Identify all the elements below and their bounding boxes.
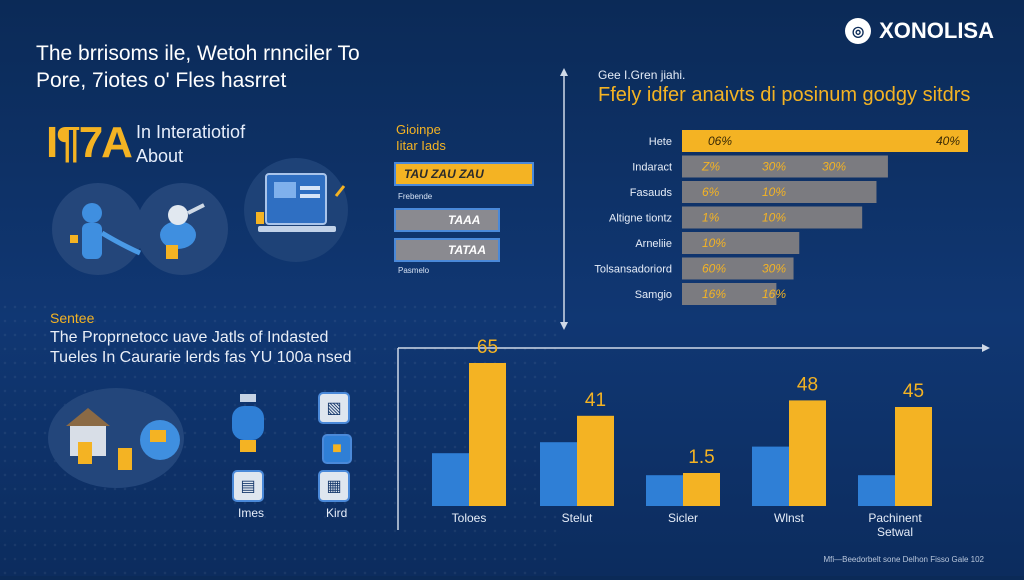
globe-icon: ◎ bbox=[845, 18, 872, 44]
mini-panel-heading-1: Gioinpe bbox=[396, 122, 441, 137]
hbar-category-label: Tolsansadoriord bbox=[594, 264, 672, 276]
vbar-data-label: 48 bbox=[797, 374, 818, 395]
vbar-series-2-bar bbox=[789, 400, 826, 506]
hbar-data-label: 16% bbox=[762, 287, 786, 301]
section-line-1: The Proprnetocc uave Jatls of Indasted bbox=[50, 329, 329, 346]
hbar-data-label: 06% bbox=[708, 134, 732, 148]
vbar-category-label: Wlnst bbox=[774, 511, 805, 525]
mini-panel-heading: Gioinpe Iitar Iads bbox=[396, 122, 446, 154]
lantern-illustration bbox=[228, 392, 268, 458]
vbar-category-label: Pachinent bbox=[868, 511, 922, 525]
folder-card-icon: ■ bbox=[322, 434, 352, 464]
hbar-data-label: 16% bbox=[702, 287, 726, 301]
vbar-series-2-bar bbox=[895, 407, 932, 506]
hbar-data-label: 10% bbox=[762, 211, 786, 225]
image-card-icon: ▤ bbox=[232, 470, 264, 502]
vbar-series-1-bar bbox=[858, 475, 895, 506]
hbar-bar bbox=[682, 181, 877, 203]
hbar-data-label: 60% bbox=[702, 262, 726, 276]
mini-bar-1-text: TAU ZAU ZAU bbox=[404, 167, 484, 181]
hbar-data-label: 30% bbox=[762, 160, 786, 174]
hbar-bar bbox=[682, 130, 968, 152]
mini-bar-3: TATAA bbox=[394, 238, 500, 262]
intro-code: I¶7A bbox=[46, 118, 133, 167]
vbar-category-label: Setwal bbox=[877, 525, 913, 539]
hbar-data-label: 10% bbox=[762, 185, 786, 199]
headline-line-2: Pore, 7iotes o' Fles hasrret bbox=[36, 69, 287, 92]
lantern-icon bbox=[232, 394, 264, 452]
hbar-category-label: Fasauds bbox=[630, 187, 673, 199]
intro-text: In Interatiotiof About bbox=[136, 120, 245, 168]
hbar-axis-arrow-bottom bbox=[560, 322, 568, 330]
hbar-data-label: 30% bbox=[762, 262, 786, 276]
vbar-axis-arrow bbox=[982, 344, 990, 352]
mini-bar-1-label: Frebende bbox=[398, 192, 433, 201]
vbar-data-label: 65 bbox=[477, 337, 498, 358]
section-title: Sentee bbox=[50, 310, 95, 326]
mini-panel-heading-2: Iitar Iads bbox=[396, 138, 446, 153]
mini-bar-2-text: TAAA bbox=[448, 213, 481, 227]
hbar-bar bbox=[682, 155, 888, 178]
vbar-category-label: Sicler bbox=[668, 511, 698, 525]
scanner-card-icon: ▧ bbox=[318, 392, 350, 424]
brand-name: XONOLISA bbox=[879, 18, 994, 43]
hbar-data-label: 1% bbox=[702, 211, 720, 225]
house-illustration bbox=[48, 388, 184, 488]
intro-line-1: In Interatiotiof bbox=[136, 122, 246, 142]
vbar-series-1-bar bbox=[646, 475, 683, 506]
vbar-data-label: 41 bbox=[585, 390, 606, 411]
hbar-category-label: Hete bbox=[649, 136, 672, 148]
hbar-category-label: Altigne tiontz bbox=[609, 213, 672, 225]
mini-bar-1: TAU ZAU ZAU bbox=[394, 162, 534, 186]
mini-bar-3-label: Pasmelo bbox=[398, 266, 430, 275]
vbar-category-label: Stelut bbox=[562, 511, 593, 525]
vbar-series-1-bar bbox=[540, 442, 577, 506]
vbar-series-2-bar bbox=[683, 473, 720, 506]
mini-bar-2: TAAA bbox=[394, 208, 500, 232]
hbar-bar bbox=[682, 232, 800, 254]
hbar-axis-arrow-top bbox=[560, 68, 568, 76]
vbar-data-label: 45 bbox=[903, 381, 924, 402]
intro-line-2: About bbox=[136, 146, 184, 166]
brand-logo: ◎ XONOLISA bbox=[845, 18, 994, 44]
house-icon bbox=[66, 408, 180, 470]
bird-icon bbox=[160, 203, 205, 259]
laptop-illustration bbox=[244, 158, 348, 262]
hbar-chart-heading-2: Ffely idfer anaivts di posinum godgy sit… bbox=[598, 84, 971, 106]
person-illustration bbox=[52, 183, 144, 275]
hbar-chart-heading-1: Gee I.Gren jiahi. bbox=[598, 68, 686, 82]
hbar-data-label: Z% bbox=[701, 160, 720, 174]
vbar-series-2-bar bbox=[469, 363, 506, 506]
hbar-category-label: Indaract bbox=[632, 162, 672, 174]
headline-line-1: The brrisoms ile, Wetoh rnnciler To bbox=[36, 42, 360, 65]
mini-bar-3-text: TATAA bbox=[448, 243, 486, 257]
headline: The brrisoms ile, Wetoh rnnciler To Pore… bbox=[36, 40, 416, 94]
hbar-data-label: 30% bbox=[822, 160, 846, 174]
section-line-2: Tueles In Caurarie lerds fas YU 100a nse… bbox=[50, 349, 352, 366]
bird-illustration bbox=[136, 183, 228, 275]
vbar-series-2-bar bbox=[577, 415, 614, 506]
vertical-bar-chart: 65 Toloes 41 Stelut 1.5 Sicler 48 Wlnst 45 Pachin… bbox=[397, 337, 990, 539]
hbar-category-label: Arneliie bbox=[635, 238, 672, 250]
vbar-category-label: Toloes bbox=[452, 511, 487, 525]
caption-left: Imes bbox=[238, 506, 265, 520]
hbar-bar bbox=[682, 257, 794, 280]
section-body: The Proprnetocc uave Jatls of Indasted T… bbox=[50, 328, 380, 368]
person-icon bbox=[70, 203, 142, 259]
hbar-bar bbox=[682, 283, 777, 305]
hbar-data-label: 10% bbox=[702, 236, 726, 250]
grid-card-icon: ▦ bbox=[318, 470, 350, 502]
horizontal-bar-chart: Hete 06% 40% Indaract Z% 30% 30% Fasauds 6% 10% Al… bbox=[560, 68, 968, 330]
vbar-series-1-bar bbox=[432, 453, 469, 506]
vbar-series-1-bar bbox=[752, 446, 789, 506]
hbar-category-label: Samgio bbox=[635, 289, 672, 301]
laptop-icon bbox=[256, 173, 346, 232]
vbar-data-label: 1.5 bbox=[688, 447, 714, 468]
footer-text: Mfi—Beedorbelt sone Delhon Fisso Gale 10… bbox=[823, 555, 984, 564]
caption-right: Kird bbox=[326, 506, 348, 520]
hbar-data-label: 6% bbox=[702, 185, 720, 199]
hbar-data-label: 40% bbox=[936, 134, 960, 148]
hbar-bar bbox=[682, 206, 863, 229]
